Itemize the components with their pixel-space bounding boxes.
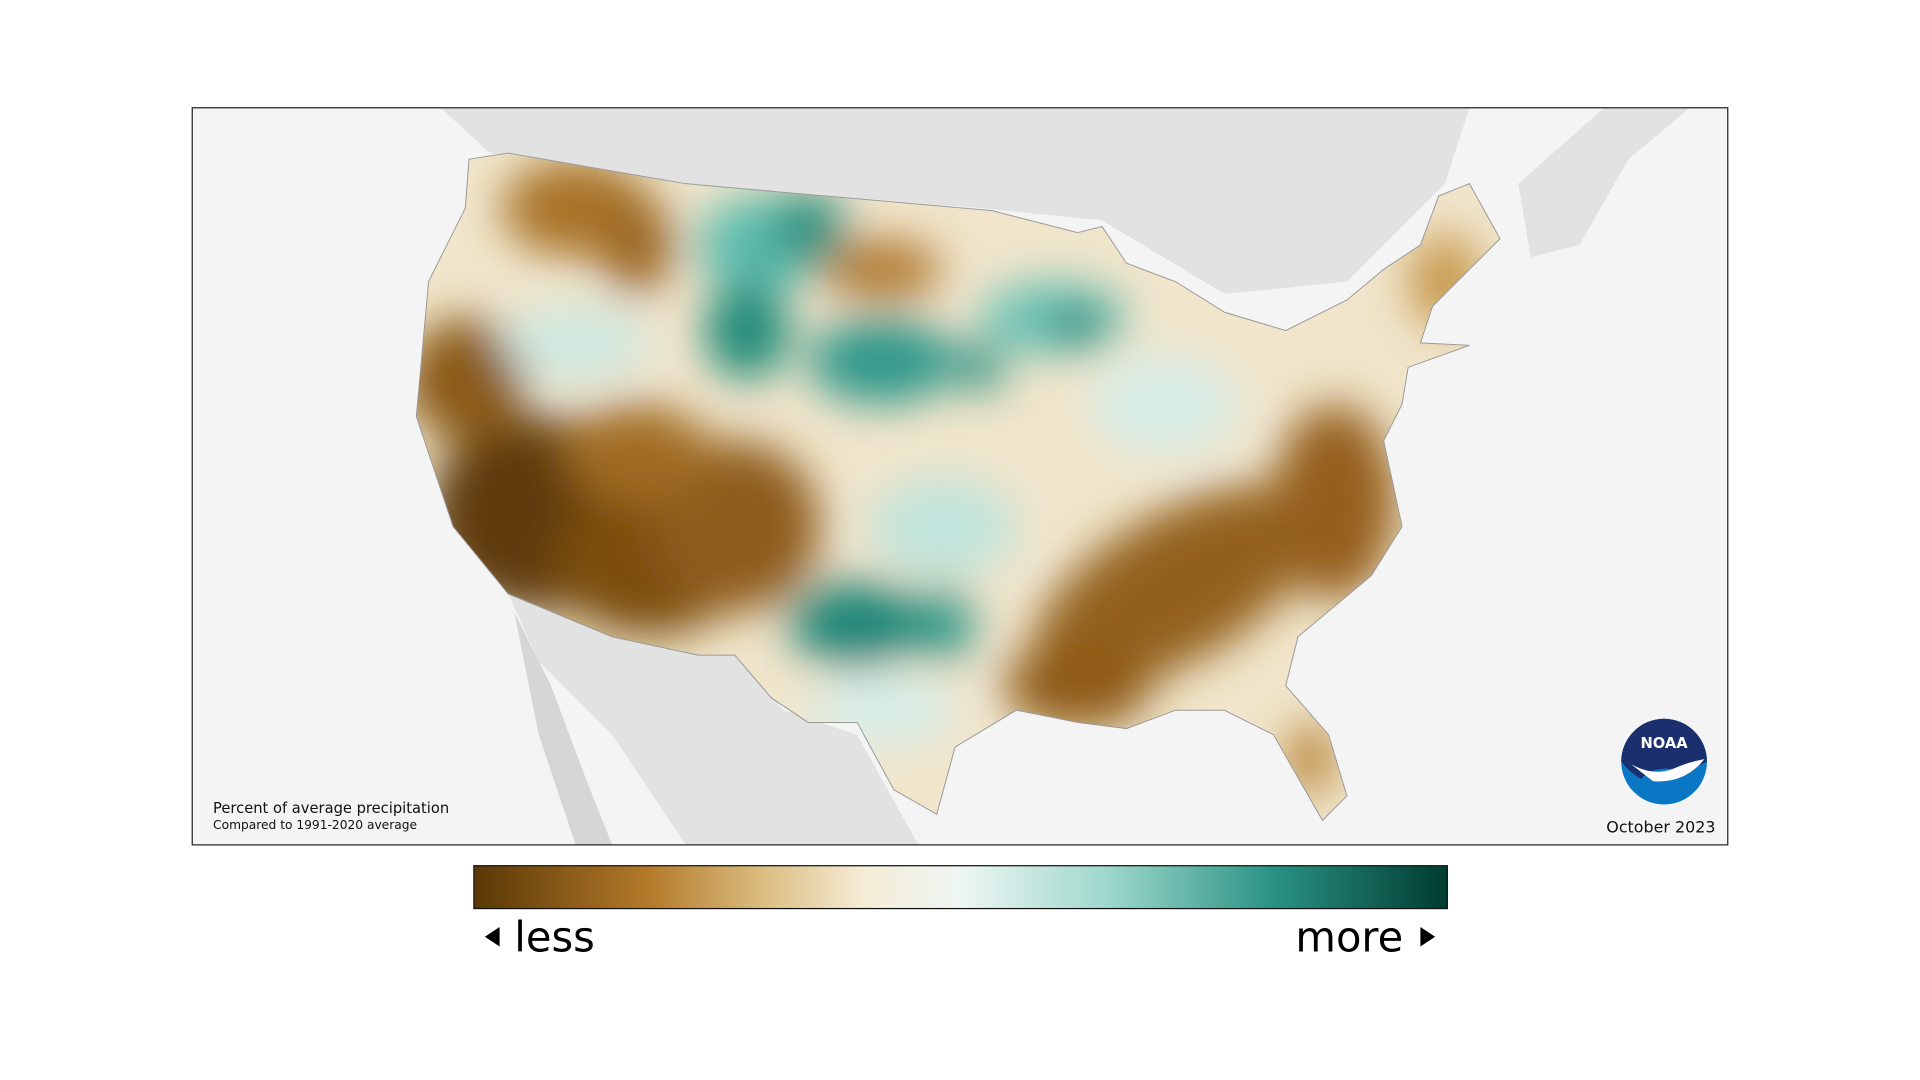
canada-east	[1518, 107, 1690, 258]
blob	[1046, 306, 1109, 343]
us-outline	[415, 152, 1501, 822]
more-arrow	[1420, 926, 1436, 947]
logo-text: NOAA	[1641, 735, 1689, 752]
blob	[771, 189, 845, 264]
date-label: October 2023	[1606, 818, 1715, 837]
blob	[1032, 485, 1319, 690]
blob	[955, 342, 1005, 392]
legend-more: more	[1295, 912, 1403, 961]
noaa-logo: NOAA	[1621, 718, 1707, 805]
blob	[912, 587, 974, 662]
caption-subtitle: Compared to 1991-2020 average	[213, 818, 417, 832]
baja	[514, 612, 613, 845]
mexico	[508, 593, 919, 845]
legend-bar	[473, 865, 1448, 910]
blob	[704, 281, 790, 380]
canada	[440, 107, 1470, 294]
blob	[820, 238, 943, 300]
logo-top	[1621, 718, 1707, 779]
blob	[416, 318, 527, 441]
blob	[1273, 404, 1396, 600]
blob	[1089, 355, 1237, 454]
blob	[600, 195, 674, 294]
blob	[1004, 642, 1152, 729]
blob	[869, 477, 1017, 576]
logo-bird	[1631, 759, 1705, 782]
map-frame	[191, 107, 1729, 846]
blob	[789, 581, 925, 668]
map-area	[192, 107, 1728, 845]
caption-title: Percent of average precipitation	[213, 800, 449, 817]
blob	[808, 318, 956, 405]
less-arrow	[484, 926, 500, 947]
legend-less: less	[514, 912, 595, 961]
blob	[563, 404, 711, 503]
blob	[502, 306, 649, 380]
